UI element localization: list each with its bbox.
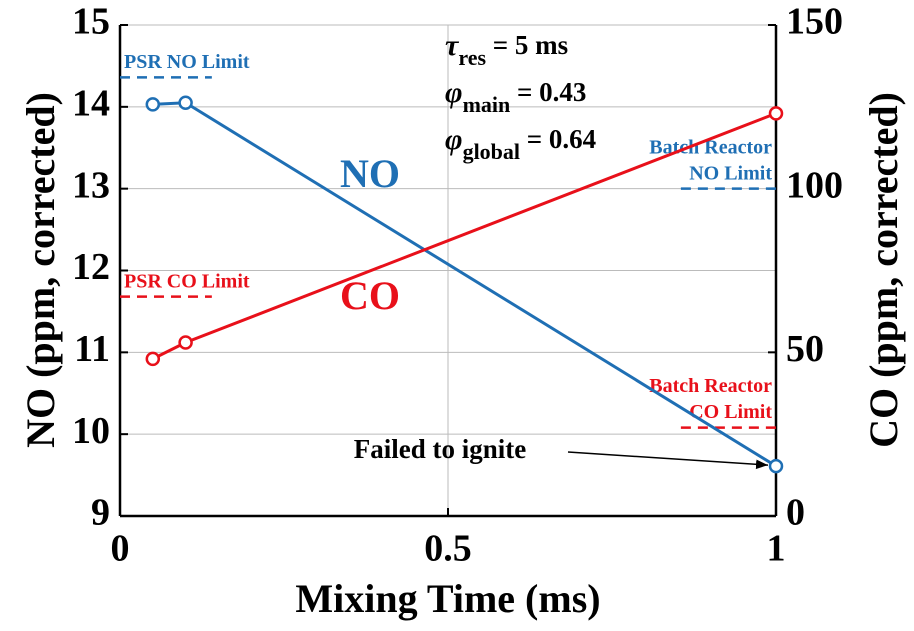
chart: Mixing Time (ms) NO (ppm, corrected) CO …	[0, 0, 914, 631]
x-tick-label: 0.5	[424, 528, 472, 570]
limit-label: Batch Reactor	[649, 375, 772, 397]
series-label: CO	[340, 273, 400, 318]
symbol: φ	[445, 76, 463, 109]
subscript: res	[458, 45, 486, 70]
y2-tick-label: 50	[786, 328, 824, 370]
parameter-value: = 0.64	[520, 124, 596, 154]
marker	[770, 107, 782, 119]
y-tick-label: 9	[91, 492, 110, 534]
x-axis-label: Mixing Time (ms)	[295, 576, 600, 621]
y-axis-label: NO (ppm, corrected)	[18, 92, 63, 448]
marker	[770, 460, 782, 472]
limit-label: NO Limit	[689, 162, 772, 184]
marker	[147, 98, 159, 110]
annotation-arrow	[568, 452, 768, 465]
x-tick-label: 1	[767, 528, 786, 570]
y2-tick-label: 150	[786, 1, 843, 43]
parameter-value: = 0.43	[510, 77, 586, 107]
symbol: φ	[445, 123, 463, 156]
y2-tick-label: 0	[786, 492, 805, 534]
series-label: NO	[340, 151, 400, 196]
subscript: global	[463, 139, 520, 164]
x-tick-label: 0	[111, 528, 130, 570]
parameter: φglobal = 0.64	[445, 123, 596, 164]
annotation: Failed to ignite	[354, 434, 526, 464]
y-tick-label: 11	[74, 328, 110, 370]
parameter: τres = 5 ms	[445, 29, 568, 70]
parameter-value: = 5 ms	[486, 30, 568, 60]
y2-tick-label: 100	[786, 164, 843, 206]
y-tick-label: 14	[72, 83, 110, 125]
y-tick-label: 13	[72, 164, 110, 206]
limit-label: PSR CO Limit	[124, 270, 250, 292]
y-tick-label: 10	[72, 410, 110, 452]
y-tick-label: 12	[72, 246, 110, 288]
marker	[147, 353, 159, 365]
parameter: φmain = 0.43	[445, 76, 586, 117]
y2-axis-label: CO (ppm, corrected)	[861, 92, 906, 448]
subscript: main	[463, 92, 511, 117]
y-tick-label: 15	[72, 1, 110, 43]
marker	[180, 337, 192, 349]
limit-label: PSR NO Limit	[124, 51, 250, 73]
marker	[180, 97, 192, 109]
